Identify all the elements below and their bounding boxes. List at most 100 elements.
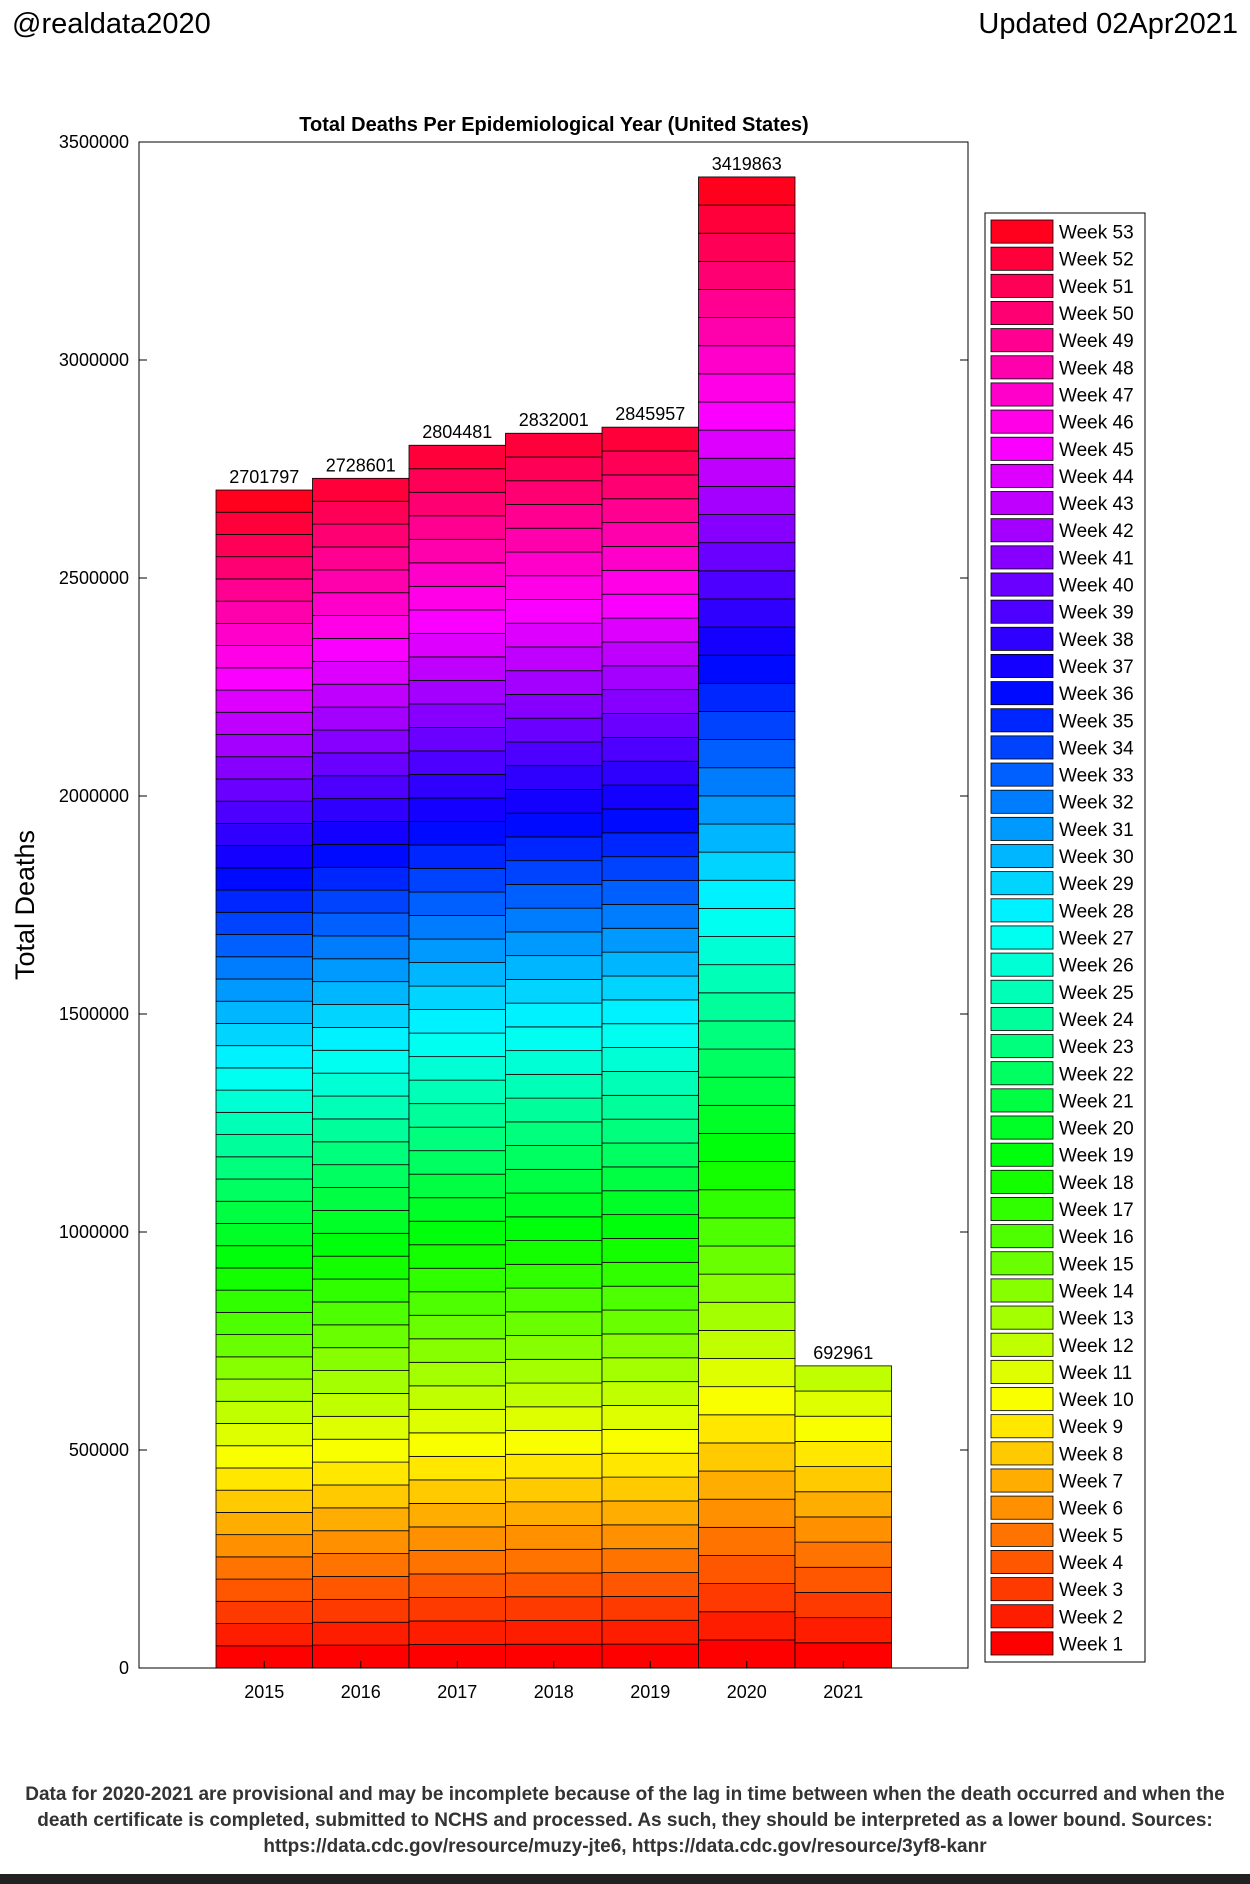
bar-segment <box>601 713 699 738</box>
legend-entry: Week 45 <box>990 436 1134 461</box>
bar-segment <box>794 1541 892 1568</box>
legend-label: Week 20 <box>1059 1119 1134 1140</box>
data-label: 2701797 <box>229 467 299 487</box>
bar-segment <box>408 1244 506 1269</box>
bar-segment <box>505 907 603 933</box>
bar-segment <box>601 1094 699 1120</box>
bar-segment <box>408 868 506 893</box>
bar-segment <box>698 486 796 515</box>
legend-label: Week 51 <box>1059 277 1134 298</box>
bar-segment <box>505 1311 603 1336</box>
bar-segment <box>408 1338 506 1363</box>
bar-segment <box>215 1489 313 1513</box>
bar-segment <box>698 795 796 825</box>
legend-label: Week 44 <box>1059 467 1134 488</box>
author-handle: @realdata2020 <box>12 8 211 40</box>
bar-segment <box>215 1423 313 1447</box>
bar-segment <box>215 1556 313 1580</box>
bar-segment <box>215 1400 313 1424</box>
legend-entry: Week 17 <box>990 1197 1134 1221</box>
legend-entry: Week 27 <box>990 925 1134 950</box>
legend-entry: Week 38 <box>990 626 1134 651</box>
bar-segment <box>601 975 699 1001</box>
bar-segment <box>215 556 313 580</box>
bar-segment <box>505 1192 603 1218</box>
bar-segment <box>215 489 313 513</box>
bar-segment <box>215 667 313 691</box>
bar-segment <box>601 1118 699 1144</box>
bar-segment <box>698 289 796 319</box>
legend-entry: Week 21 <box>990 1088 1134 1112</box>
bar-segment <box>505 1620 603 1645</box>
legend-label: Week 14 <box>1059 1281 1134 1302</box>
legend-entry: Week 26 <box>990 952 1134 977</box>
bar-segment <box>698 654 796 684</box>
bar-segment <box>698 767 796 797</box>
bar-segment <box>601 1572 699 1597</box>
bar-segment <box>408 821 506 846</box>
bar-segment <box>698 429 796 459</box>
legend-swatch <box>990 952 1054 977</box>
bar-segment <box>505 1430 603 1455</box>
legend-label: Week 18 <box>1059 1173 1134 1194</box>
bar-segment <box>698 1076 796 1106</box>
legend-swatch <box>990 1224 1054 1249</box>
legend-swatch <box>990 382 1054 407</box>
bar-segment <box>408 1009 506 1034</box>
legend-swatch <box>990 1631 1054 1656</box>
legend-label: Week 39 <box>1059 603 1134 624</box>
legend-entry: Week 14 <box>990 1278 1134 1302</box>
bar-segment <box>698 908 796 937</box>
bar-segment <box>505 741 603 767</box>
bar-segment <box>601 1548 699 1573</box>
bar-segment <box>505 1477 603 1503</box>
bar-segment <box>505 836 603 862</box>
bar-segment <box>215 1600 313 1624</box>
bar-segment <box>601 617 699 643</box>
bar-segment <box>794 1415 892 1442</box>
legend-swatch <box>990 979 1054 1004</box>
bar-segment <box>215 1000 313 1024</box>
x-tick-label: 2016 <box>341 1682 381 1702</box>
bar-segment <box>215 1223 313 1247</box>
legend-swatch <box>990 1522 1054 1547</box>
footnote: Data for 2020-2021 are provisional and m… <box>25 1784 1225 1857</box>
legend-entry: Week 11 <box>990 1359 1132 1384</box>
bar-2020 <box>698 176 796 1669</box>
bar-segment <box>698 345 796 375</box>
bar-segment <box>794 1617 892 1644</box>
bar-segment <box>408 915 506 940</box>
bar-segment <box>408 444 506 470</box>
bar-segment <box>312 660 410 685</box>
legend-swatch <box>990 1142 1054 1167</box>
bar-segment <box>312 912 410 937</box>
bar-segment <box>505 1145 603 1170</box>
bar-segment <box>794 1441 892 1467</box>
bar-segment <box>408 1314 506 1340</box>
bar-segment <box>601 1596 699 1621</box>
bar-segment <box>601 665 699 691</box>
bar-segment <box>794 1491 892 1518</box>
updated-date: Updated 02Apr2021 <box>978 8 1238 40</box>
bar-segment <box>408 750 506 775</box>
legend-entry: Week 6 <box>990 1495 1123 1520</box>
y-tick-label: 2500000 <box>59 568 129 588</box>
legend-entry: Week 9 <box>990 1414 1123 1439</box>
bar-segment <box>312 1027 410 1051</box>
legend-swatch <box>990 301 1054 326</box>
bar-segment <box>505 978 603 1004</box>
x-tick-label: 2020 <box>727 1682 767 1702</box>
legend-swatch <box>990 1251 1054 1276</box>
bar-segment <box>505 551 603 577</box>
legend-entry: Week 25 <box>990 979 1134 1004</box>
bar-segment <box>601 474 699 500</box>
bar-segment <box>312 866 410 891</box>
bar-segment <box>601 522 699 547</box>
legend-swatch <box>990 1414 1054 1439</box>
bar-segment <box>698 317 796 347</box>
bar-segment <box>698 598 796 628</box>
bar-segment <box>408 1361 506 1387</box>
legend-swatch <box>990 762 1054 787</box>
bar-segment <box>215 645 313 669</box>
bar-segment <box>505 1406 603 1431</box>
